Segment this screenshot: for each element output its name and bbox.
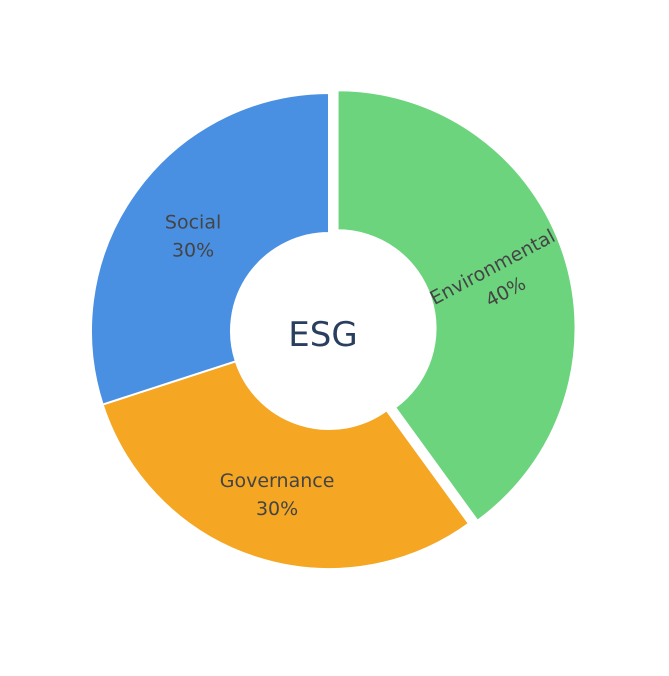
slice-percent-social: 30%	[172, 239, 214, 261]
slice-name-social: Social	[165, 211, 221, 233]
slice-governance[interactable]	[101, 360, 471, 570]
slice-label-governance: Governance 30%	[220, 470, 335, 520]
slice-environmental[interactable]	[336, 89, 577, 523]
slice-percent-governance: 30%	[256, 498, 298, 520]
slice-label-social: Social 30%	[165, 211, 221, 261]
slice-name-governance: Governance	[220, 470, 335, 492]
slice-social[interactable]	[90, 91, 330, 406]
slices-layer	[90, 89, 577, 570]
center-label: ESG	[288, 315, 357, 355]
